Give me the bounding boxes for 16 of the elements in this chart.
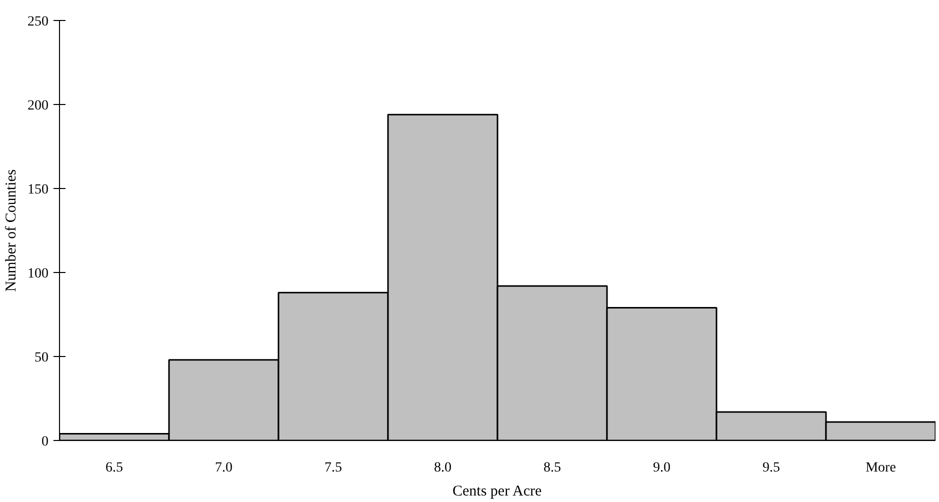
y-tick-label: 200 — [28, 98, 48, 114]
y-tick-label: 150 — [28, 182, 48, 198]
x-tick-label: 8.5 — [544, 460, 561, 476]
x-tick-label: 9.5 — [762, 460, 780, 476]
y-tick-label: 100 — [28, 266, 48, 282]
y-tick-label: 0 — [42, 434, 48, 450]
x-tick-label: 8.0 — [434, 460, 452, 476]
y-axis-title: Number of Counties — [4, 169, 20, 292]
x-tick-label: 6.5 — [106, 460, 123, 476]
x-tick-label: 7.0 — [215, 460, 232, 476]
y-tick-label: 50 — [34, 350, 48, 366]
x-axis-title: Cents per Acre — [452, 484, 542, 500]
x-tick-label: 7.5 — [324, 460, 342, 476]
y-tick-label: 250 — [28, 14, 48, 30]
x-tick-label: 9.0 — [653, 460, 670, 476]
x-tick-label: More — [866, 460, 896, 476]
